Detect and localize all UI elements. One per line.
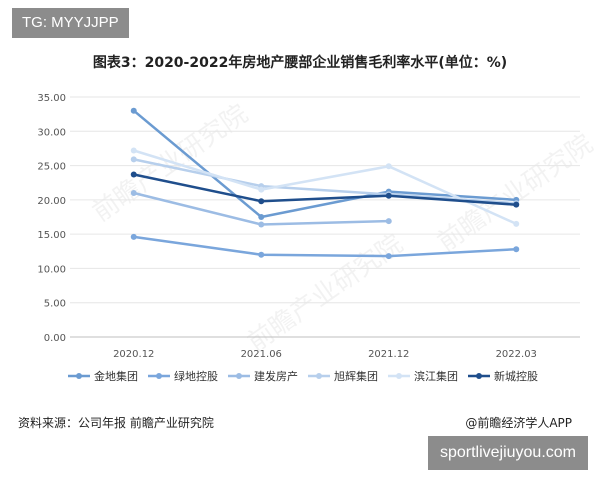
y-tick-label: 30.00 [37,127,66,138]
data-point [513,246,520,253]
chart-title: 图表3：2020-2022年房地产腰部企业销售毛利率水平(单位：%) [92,55,508,71]
legend-label: 金地集团 [94,369,138,383]
data-point [385,163,392,170]
app-credit: @前瞻经济学人APP [465,416,572,430]
y-tick-label: 5.00 [44,299,66,310]
legend-label: 旭辉集团 [334,369,378,383]
legend-label: 新城控股 [494,369,538,383]
watermark-text: 前瞻产业研究院 [242,229,408,358]
legend-swatch-marker [156,373,162,379]
legend-swatch-marker [76,373,82,379]
y-axis-ticks: 0.00 5.00 10.00 15.00 20.00 25.00 30.00 35.00 [37,93,66,344]
data-point [385,218,392,225]
data-point [258,214,265,220]
x-tick-label: 2021.06 [241,349,282,360]
y-tick-label: 10.00 [37,264,66,275]
series-line [132,158,518,205]
series-line [132,149,518,226]
y-tick-label: 15.00 [37,230,66,241]
x-axis-ticks: 2020.12 2021.06 2021.12 2022.03 [113,349,537,360]
series-line [132,235,518,258]
data-point [130,233,137,240]
data-point [513,220,520,227]
data-point [385,192,392,199]
data-point [130,190,137,196]
data-point [513,201,520,208]
legend: 金地集团 绿地控股 建发房产 旭辉集团 滨江集团 新城控股 [68,369,538,383]
y-tick-label: 25.00 [37,162,66,173]
y-tick-label: 0.00 [44,333,66,344]
gridlines [70,96,580,338]
legend-label: 建发房产 [254,369,298,383]
data-point [258,251,265,258]
data-point [130,107,137,114]
y-tick-label: 20.00 [37,196,66,207]
series-lines [130,107,520,260]
watermark-text: 前瞻产业研究院 [87,99,253,228]
series-line [132,173,518,206]
x-tick-label: 2020.12 [113,349,154,360]
watermark-text: 前瞻产业研究院 [432,129,598,258]
data-point [258,198,265,205]
source-note: 资料来源：公司年报 前瞻产业研究院 [18,416,214,430]
data-point [258,186,265,193]
bottom-overlay-tag: sportlivejiuyou.com [427,436,588,470]
x-tick-label: 2021.12 [368,349,409,360]
legend-swatch-marker [476,373,482,379]
data-point [130,156,137,163]
data-point [385,253,392,260]
data-point [130,171,137,178]
legend-swatch-marker [396,373,402,379]
data-point [258,221,265,228]
legend-label: 绿地控股 [174,369,218,383]
x-tick-label: 2022.03 [496,349,537,360]
legend-swatch-marker [236,373,242,379]
y-tick-label: 35.00 [37,93,66,104]
top-overlay-tag: TG: MYYJJPP [12,8,129,38]
legend-label: 滨江集团 [414,369,458,383]
legend-swatch-marker [316,373,322,379]
data-point [130,147,137,154]
